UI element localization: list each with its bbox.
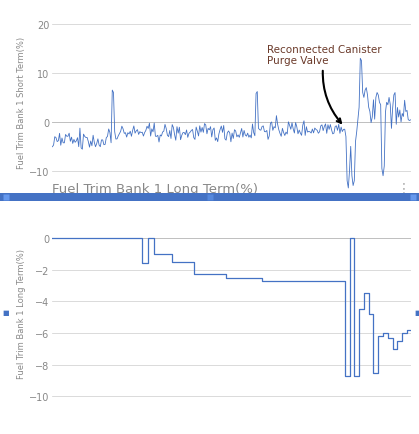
Y-axis label: Fuel Trim Bank 1 Short Term(%): Fuel Trim Bank 1 Short Term(%) [18,37,26,169]
Y-axis label: Fuel Trim Bank 1 Long Term(%): Fuel Trim Bank 1 Long Term(%) [18,249,26,378]
Text: ■: ■ [2,309,9,316]
Text: Fuel Trim Bank 1 Long Term(%): Fuel Trim Bank 1 Long Term(%) [52,182,259,195]
Text: ⋮: ⋮ [397,181,411,195]
Text: ■: ■ [414,309,419,316]
Text: Reconnected Canister
Purge Valve: Reconnected Canister Purge Valve [267,45,382,124]
